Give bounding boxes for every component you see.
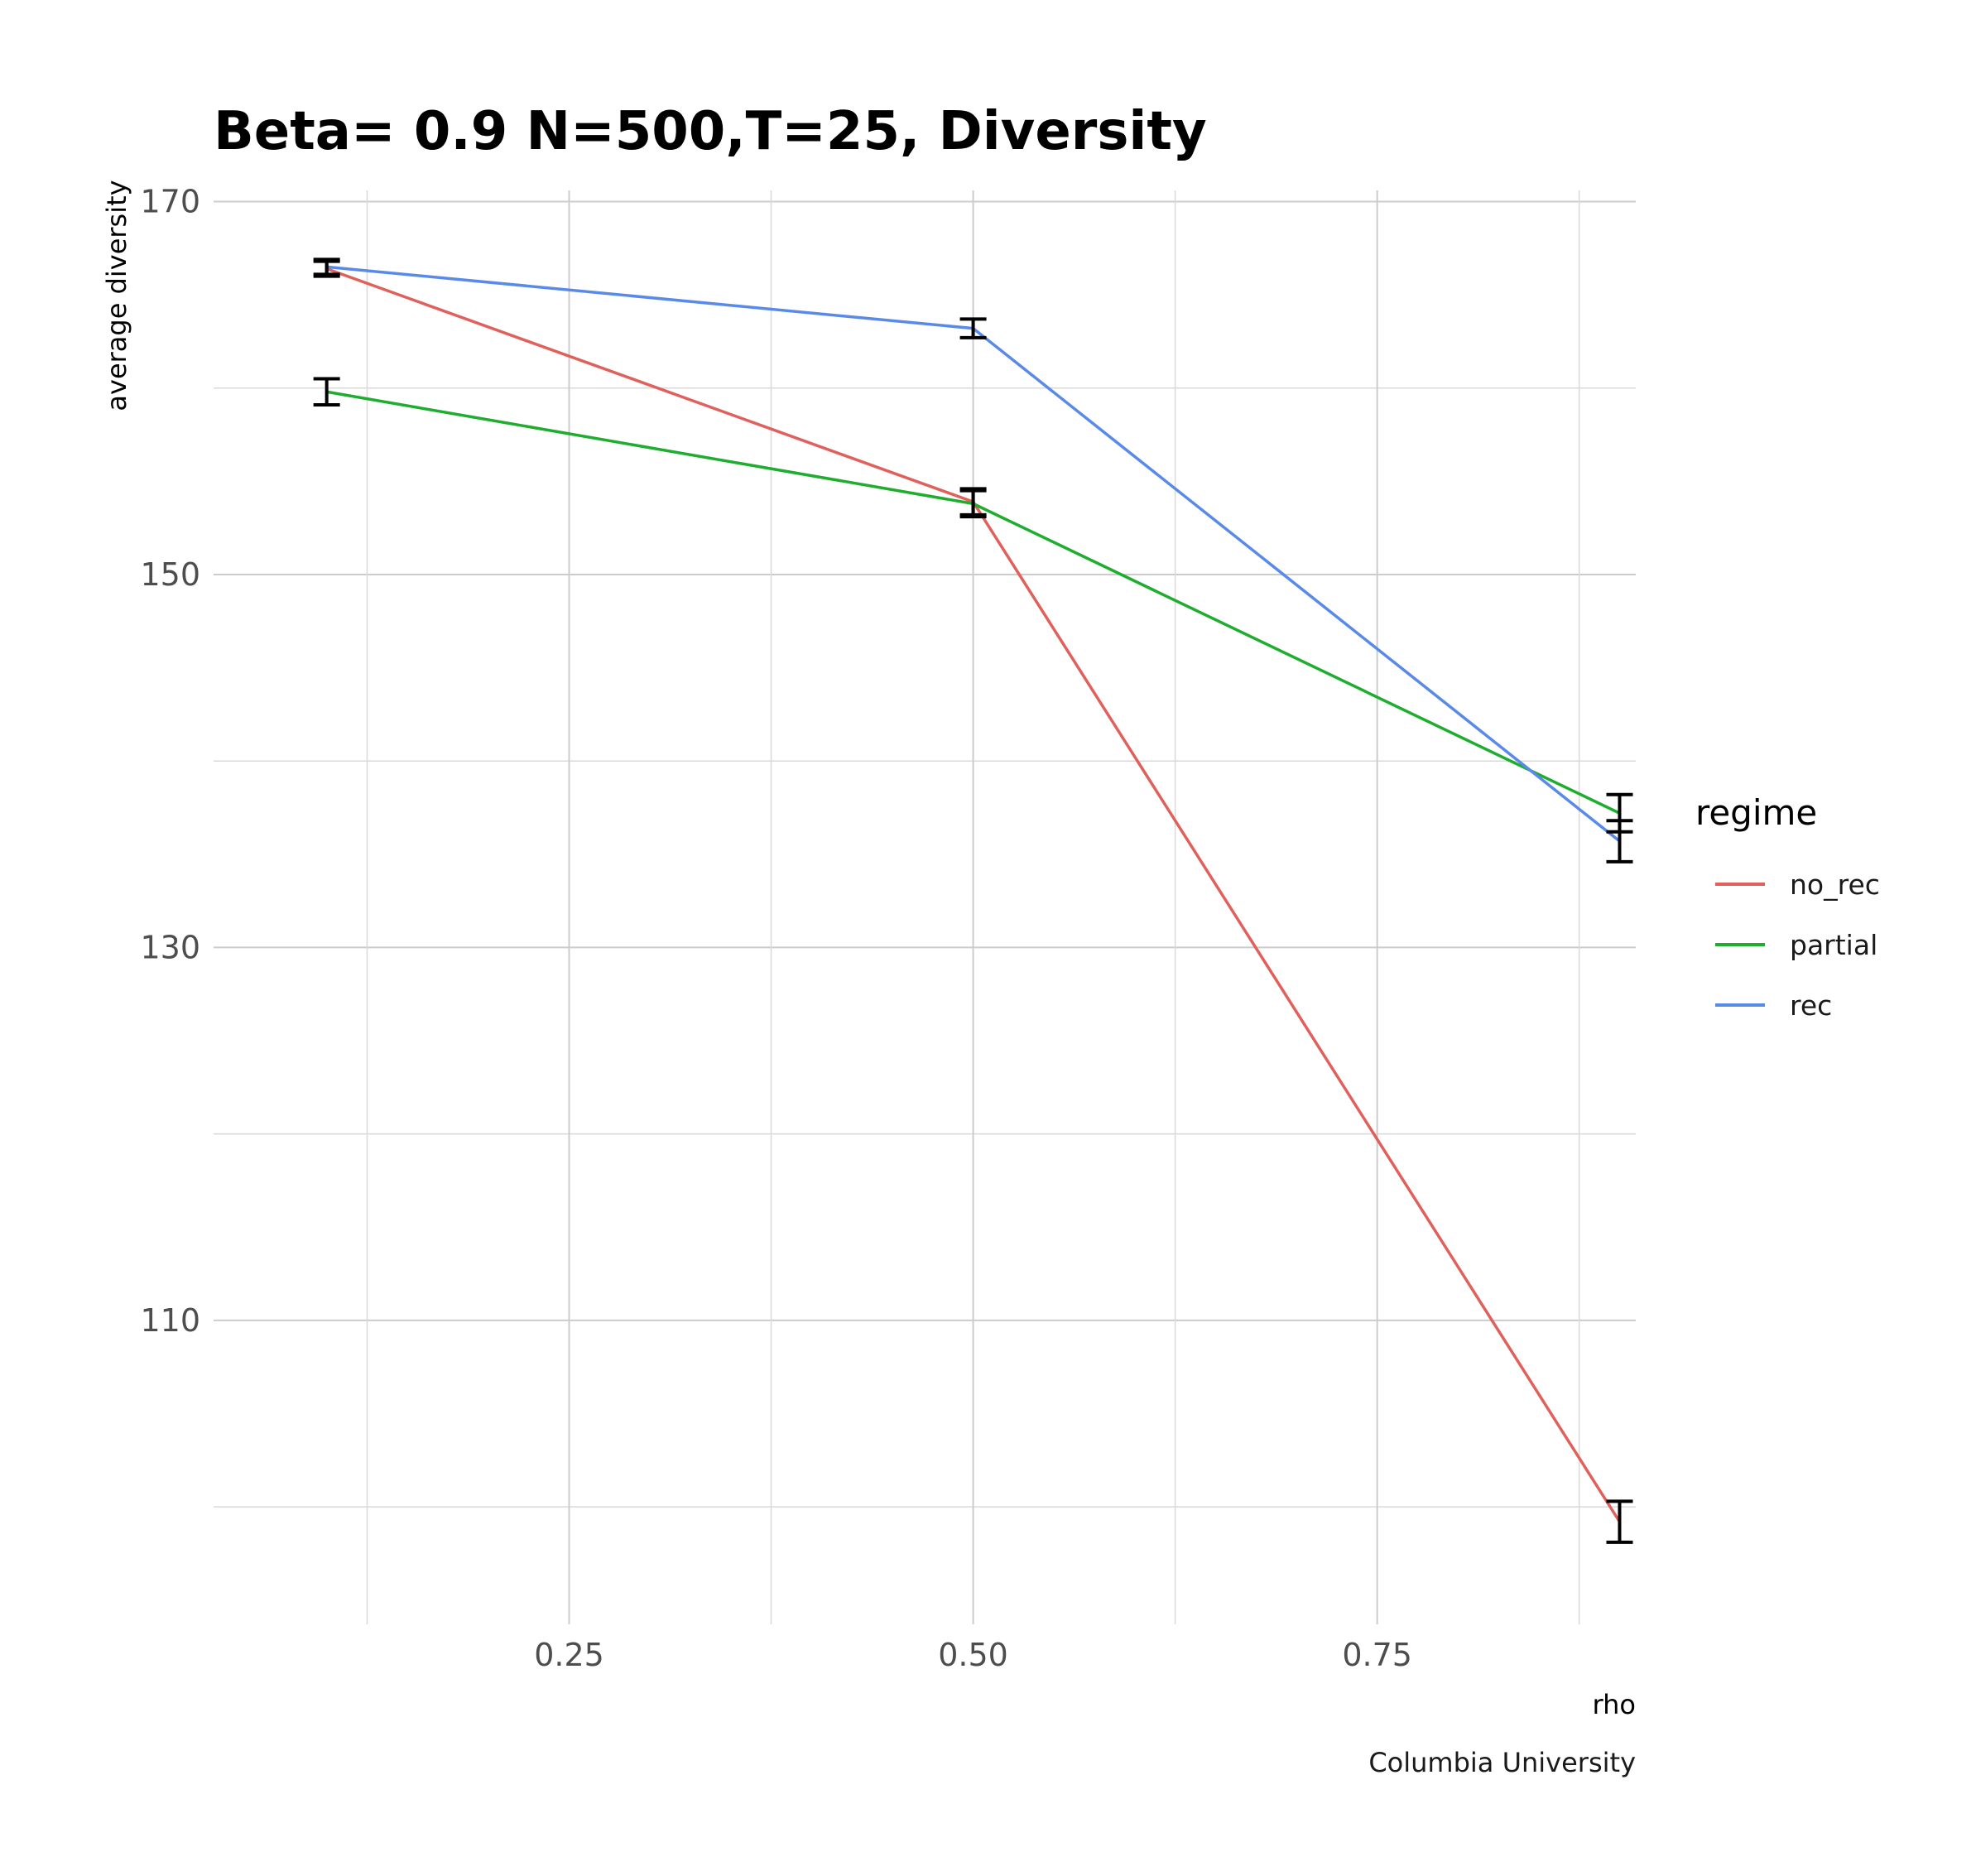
error-bar-partial: [313, 377, 340, 407]
legend-item-rec: rec: [1715, 989, 1832, 1022]
legend-label: no_rec: [1790, 868, 1880, 901]
chart-title: Beta= 0.9 N=500,T=25, Diversity: [214, 101, 1207, 162]
y-tick-label: 110: [140, 1302, 200, 1339]
legend-label: rec: [1790, 989, 1832, 1022]
caption: Columbia University: [1368, 1747, 1636, 1778]
error-bar-partial: [959, 488, 987, 519]
legend-label: partial: [1790, 929, 1877, 961]
legend-title: regime: [1695, 792, 1817, 833]
y-axis-label: average diversity: [101, 180, 132, 411]
error-bar-rec: [313, 257, 340, 277]
y-tick-label: 130: [140, 929, 200, 965]
error-bar-rec: [959, 317, 987, 339]
error-bar-rec: [1606, 819, 1633, 863]
legend-item-partial: partial: [1715, 929, 1877, 961]
grid: [214, 190, 1636, 1624]
x-tick-label: 0.25: [534, 1637, 604, 1673]
error-bar-no_rec: [1606, 1499, 1633, 1544]
tick-labels: 110 130 150 170 0.25 0.50 0.75: [140, 184, 1411, 1673]
error-bars: [313, 257, 1633, 1544]
x-axis-label: rho: [1593, 1689, 1636, 1720]
y-tick-label: 150: [140, 556, 200, 593]
x-tick-label: 0.75: [1342, 1637, 1412, 1673]
y-tick-label: 170: [140, 184, 200, 220]
x-tick-label: 0.50: [938, 1637, 1008, 1673]
legend-item-no_rec: no_rec: [1715, 868, 1880, 901]
